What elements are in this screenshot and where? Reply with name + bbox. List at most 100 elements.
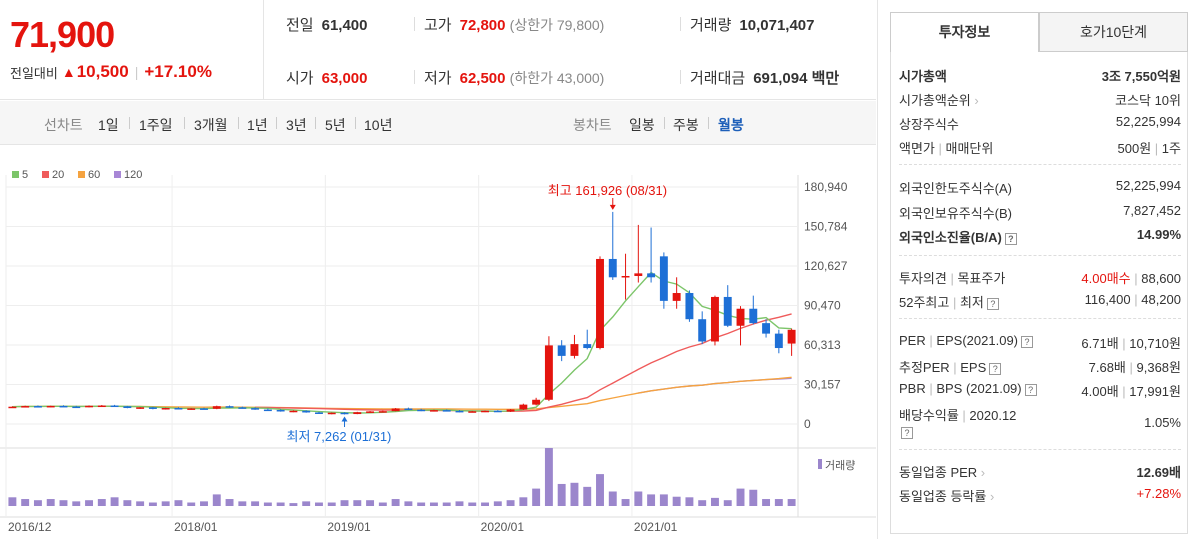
price-chart: 180,940 150,784 120,627 90,470 60,313 30,157 0… xyxy=(0,160,876,534)
candle-body xyxy=(506,409,515,412)
volume-bar xyxy=(263,502,272,506)
candle-body xyxy=(225,406,234,408)
prev-close: 전일 61,400 xyxy=(286,17,368,34)
candle-body xyxy=(429,410,438,412)
row-dividend: 배당수익률 | 2020.12 ? 1.05% xyxy=(899,408,1181,439)
candle-body xyxy=(315,412,323,414)
candle-body xyxy=(532,399,541,405)
volume-bar xyxy=(161,501,170,506)
invest-info-panel: 시가총액 3조 7,550억원 시가총액순위 › 코스닥 10위 상장주식수 52,… xyxy=(890,52,1188,534)
candle-body xyxy=(468,411,477,413)
help-icon[interactable]: ? xyxy=(1021,335,1034,348)
max-arrow-icon xyxy=(609,204,616,210)
y-tick-label: 90,470 xyxy=(804,299,841,313)
price-summary: 71,900 전일대비 ▲ 10,500 | +17.10% xyxy=(0,0,264,100)
volume-bar xyxy=(455,501,464,506)
volume-bar xyxy=(583,486,592,506)
candle-body xyxy=(493,410,502,413)
legend-swatch xyxy=(42,171,49,178)
volume-bar xyxy=(685,497,694,506)
volume-bar xyxy=(136,501,145,506)
period-1w[interactable]: 1주일 xyxy=(139,117,173,133)
tab-invest-info[interactable]: 투자정보 xyxy=(890,12,1039,52)
candle-body xyxy=(378,411,387,413)
volume-bar xyxy=(506,500,515,506)
volume-bar xyxy=(366,500,375,506)
volume-bar xyxy=(711,497,719,506)
volume-bar xyxy=(97,499,106,506)
volume-bar xyxy=(621,499,630,506)
help-icon[interactable]: ? xyxy=(1024,383,1037,396)
period-5y[interactable]: 5년 xyxy=(325,117,346,133)
candle-body xyxy=(85,405,93,408)
volume-bar xyxy=(647,494,656,506)
candle-daily[interactable]: 일봉 xyxy=(629,117,655,133)
chevron-right-icon: › xyxy=(986,489,995,504)
separator: | xyxy=(134,64,139,80)
y-tick-label: 180,940 xyxy=(804,180,848,194)
candle-body xyxy=(404,408,413,411)
help-icon[interactable]: ? xyxy=(989,362,1002,375)
period-3m[interactable]: 3개월 xyxy=(194,117,228,133)
volume-bar xyxy=(72,501,81,506)
volume-bar xyxy=(723,500,732,506)
x-tick-label: 2016/12 xyxy=(8,520,52,534)
candle-body xyxy=(698,319,707,342)
volume-bar xyxy=(59,500,68,506)
legend-swatch xyxy=(114,171,121,178)
volume-bar xyxy=(174,500,183,506)
x-tick-label: 2019/01 xyxy=(327,520,371,534)
volume-bar xyxy=(8,497,17,506)
candle-body xyxy=(736,308,745,326)
candle-body xyxy=(340,412,349,415)
candle-body xyxy=(200,408,208,410)
help-icon[interactable]: ? xyxy=(1004,232,1017,245)
candle-body xyxy=(672,293,681,301)
trade-amount: 거래대금 691,094 백만 xyxy=(690,70,840,87)
help-icon[interactable]: ? xyxy=(986,297,999,310)
period-10y[interactable]: 10년 xyxy=(364,117,393,133)
volume-bar xyxy=(608,491,617,506)
volume: 거래량 10,071,407 xyxy=(690,17,815,34)
volume-bar xyxy=(774,499,783,506)
chevron-right-icon: › xyxy=(970,93,979,108)
up-triangle-icon: ▲ xyxy=(61,64,76,80)
volume-bar xyxy=(404,501,413,506)
candle-body xyxy=(33,406,42,408)
candle-body xyxy=(212,406,221,409)
current-price: 71,900 xyxy=(10,14,115,55)
candle-body xyxy=(174,408,183,410)
ma120-line xyxy=(638,377,792,394)
volume-bar xyxy=(148,502,157,506)
change-row: 전일대비 ▲ 10,500 | +17.10% xyxy=(10,62,212,82)
volume-bar xyxy=(698,500,707,506)
x-tick-label: 2020/01 xyxy=(481,520,525,534)
candle-weekly[interactable]: 주봉 xyxy=(673,117,699,133)
candle-body xyxy=(634,273,643,276)
candle-body xyxy=(46,405,55,408)
volume-bar xyxy=(302,501,311,506)
volume-bar xyxy=(238,501,247,506)
tab-order-book[interactable]: 호가10단계 xyxy=(1039,12,1188,52)
help-icon[interactable]: ? xyxy=(901,427,913,439)
candle-body xyxy=(72,406,81,409)
y-tick-label: 0 xyxy=(804,417,811,431)
candle-body xyxy=(136,407,145,409)
period-1y[interactable]: 1년 xyxy=(247,117,268,133)
period-1d[interactable]: 1일 xyxy=(98,117,119,133)
candle-body xyxy=(417,409,426,412)
candle-body xyxy=(787,329,796,344)
candle-body xyxy=(442,410,451,412)
candle-monthly[interactable]: 월봉 xyxy=(718,117,744,133)
volume-bar xyxy=(110,497,119,506)
period-3y[interactable]: 3년 xyxy=(286,117,307,133)
volume-bar xyxy=(442,502,451,506)
min-arrow-icon xyxy=(341,416,348,422)
volume-bar xyxy=(187,502,196,506)
volume-bar xyxy=(749,489,758,506)
period-selector-bar: 선차트 1일 1주일 3개월 1년 3년 5년 10년 봉차트 일봉 주봉 월봉 xyxy=(0,101,876,145)
candle-body xyxy=(391,408,400,412)
candle-body xyxy=(21,406,30,408)
volume-bar xyxy=(762,499,771,506)
volume-bar xyxy=(225,499,234,506)
